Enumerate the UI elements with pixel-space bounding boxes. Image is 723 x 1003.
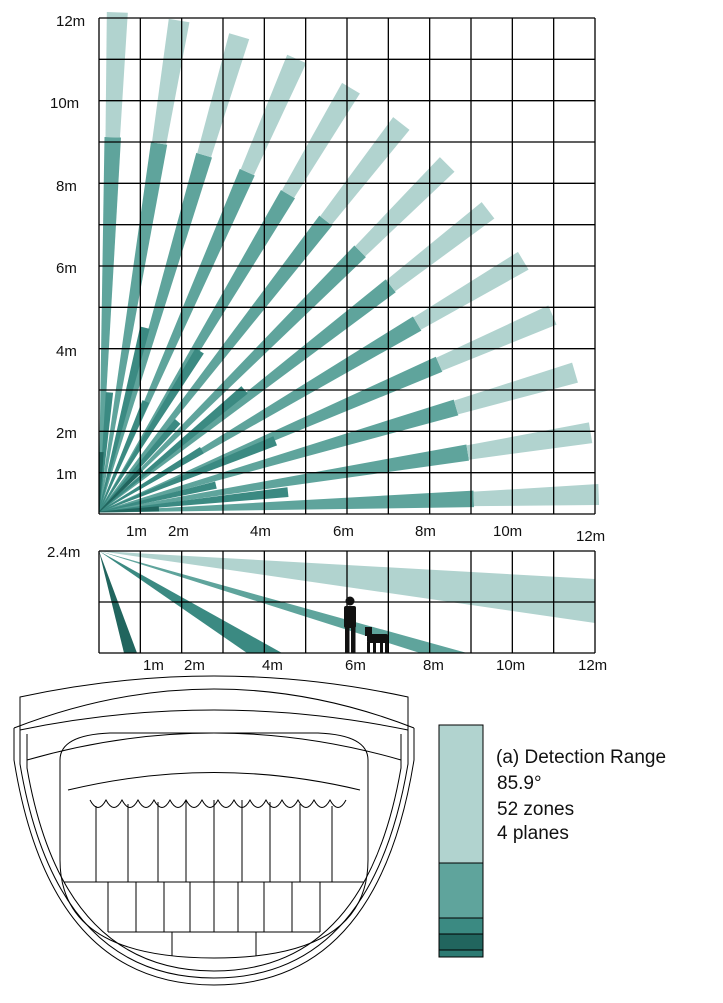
top-view: 12m 10m 8m 6m 4m 2m 1m 1m 2m 4m 6m 8m 10… xyxy=(50,11,605,545)
detection-beam-segment xyxy=(98,279,396,513)
detection-beam-segment xyxy=(98,386,248,513)
x-tick-label-1m: 1m xyxy=(126,523,147,540)
top-view-beams xyxy=(98,11,600,513)
detection-beam-segment xyxy=(98,467,144,513)
detection-beam-segment xyxy=(98,400,150,513)
side-x-tick-label-12m: 12m xyxy=(578,657,607,674)
legend-title: (a) Detection Range xyxy=(496,747,666,768)
detection-beam-segment xyxy=(98,481,217,513)
y-tick-label-12m: 12m xyxy=(56,13,85,30)
detection-beam-segment xyxy=(466,422,593,460)
detection-beam-segment xyxy=(98,356,443,513)
detection-beam-segment xyxy=(98,348,204,513)
side-x-tick-label-2m: 2m xyxy=(184,657,205,674)
detection-beam-segment xyxy=(98,419,181,513)
detection-beam-segment xyxy=(98,490,475,513)
detection-beam-segment xyxy=(98,326,150,513)
detection-beam-segment xyxy=(98,506,160,513)
legend-zones: 52 zones xyxy=(497,799,574,820)
legend: (a) Detection Range 85.9° 52 zones 4 pla… xyxy=(438,724,666,958)
detection-beam-segment xyxy=(98,447,204,513)
detection-beam-segment xyxy=(453,362,578,415)
side-x-tick-label-10m: 10m xyxy=(496,657,525,674)
sensor-lens-drawing xyxy=(13,675,415,986)
legend-swatch-nearer xyxy=(438,933,484,951)
side-x-tick-label-4m: 4m xyxy=(262,657,283,674)
detection-beam-segment xyxy=(281,82,360,198)
x-tick-label-2m: 2m xyxy=(168,523,189,540)
x-tick-label-10m: 10m xyxy=(493,523,522,540)
person-silhouette xyxy=(344,596,356,653)
x-tick-label-6m: 6m xyxy=(333,523,354,540)
detection-beam-segment xyxy=(98,142,168,513)
y-tick-label-8m: 8m xyxy=(56,178,77,195)
detection-beam-segment xyxy=(98,245,366,513)
side-view-x-axis-labels: 1m 2m 4m 6m 8m 10m 12m xyxy=(143,657,607,674)
legend-swatch-nearest xyxy=(438,949,484,958)
y-tick-label-4m: 4m xyxy=(56,343,77,360)
legend-swatch-far xyxy=(438,724,484,864)
x-tick-label-12m: 12m xyxy=(576,528,605,545)
detection-beam-segment xyxy=(98,215,333,513)
legend-color-bar xyxy=(438,724,484,958)
legend-planes: 4 planes xyxy=(497,823,569,844)
detection-beam-segment xyxy=(240,54,307,176)
detection-beam-segment xyxy=(473,484,600,507)
x-tick-label-4m: 4m xyxy=(250,523,271,540)
legend-angle: 85.9° xyxy=(497,773,542,794)
detection-beam-segment xyxy=(105,11,128,138)
detection-beam-segment xyxy=(98,451,104,513)
detection-beam-segment xyxy=(320,117,410,226)
y-tick-label-2m: 2m xyxy=(56,425,77,442)
detection-beam-segment xyxy=(98,444,469,513)
detection-beam-segment xyxy=(98,152,212,513)
detection-beam-segment xyxy=(98,487,289,513)
top-view-y-axis-labels: 12m 10m 8m 6m 4m 2m 1m xyxy=(50,13,85,483)
side-x-tick-label-6m: 6m xyxy=(345,657,366,674)
y-tick-label-10m: 10m xyxy=(50,95,79,112)
side-x-tick-label-1m: 1m xyxy=(143,657,164,674)
side-view: 2.4m 1m 2m 4m 6m 8m 10m 12m xyxy=(47,544,607,674)
y-tick-label-6m: 6m xyxy=(56,260,77,277)
dog-silhouette xyxy=(365,627,388,653)
detection-beam-segment xyxy=(98,399,459,513)
side-x-tick-label-8m: 8m xyxy=(423,657,444,674)
x-tick-label-8m: 8m xyxy=(415,523,436,540)
top-view-x-axis-labels: 1m 2m 4m 6m 8m 10m 12m xyxy=(126,523,605,545)
top-view-grid xyxy=(98,17,596,515)
legend-swatch-mid xyxy=(438,862,484,919)
detection-beam-segment xyxy=(151,18,190,145)
legend-swatch-near xyxy=(438,917,484,935)
detection-beam-segment xyxy=(98,136,121,513)
side-height-label: 2.4m xyxy=(47,544,80,561)
y-tick-label-1m: 1m xyxy=(56,466,77,483)
detection-beam-segment xyxy=(98,392,114,513)
detection-beam-segment xyxy=(436,305,557,371)
detection-beam-segment xyxy=(98,436,278,513)
